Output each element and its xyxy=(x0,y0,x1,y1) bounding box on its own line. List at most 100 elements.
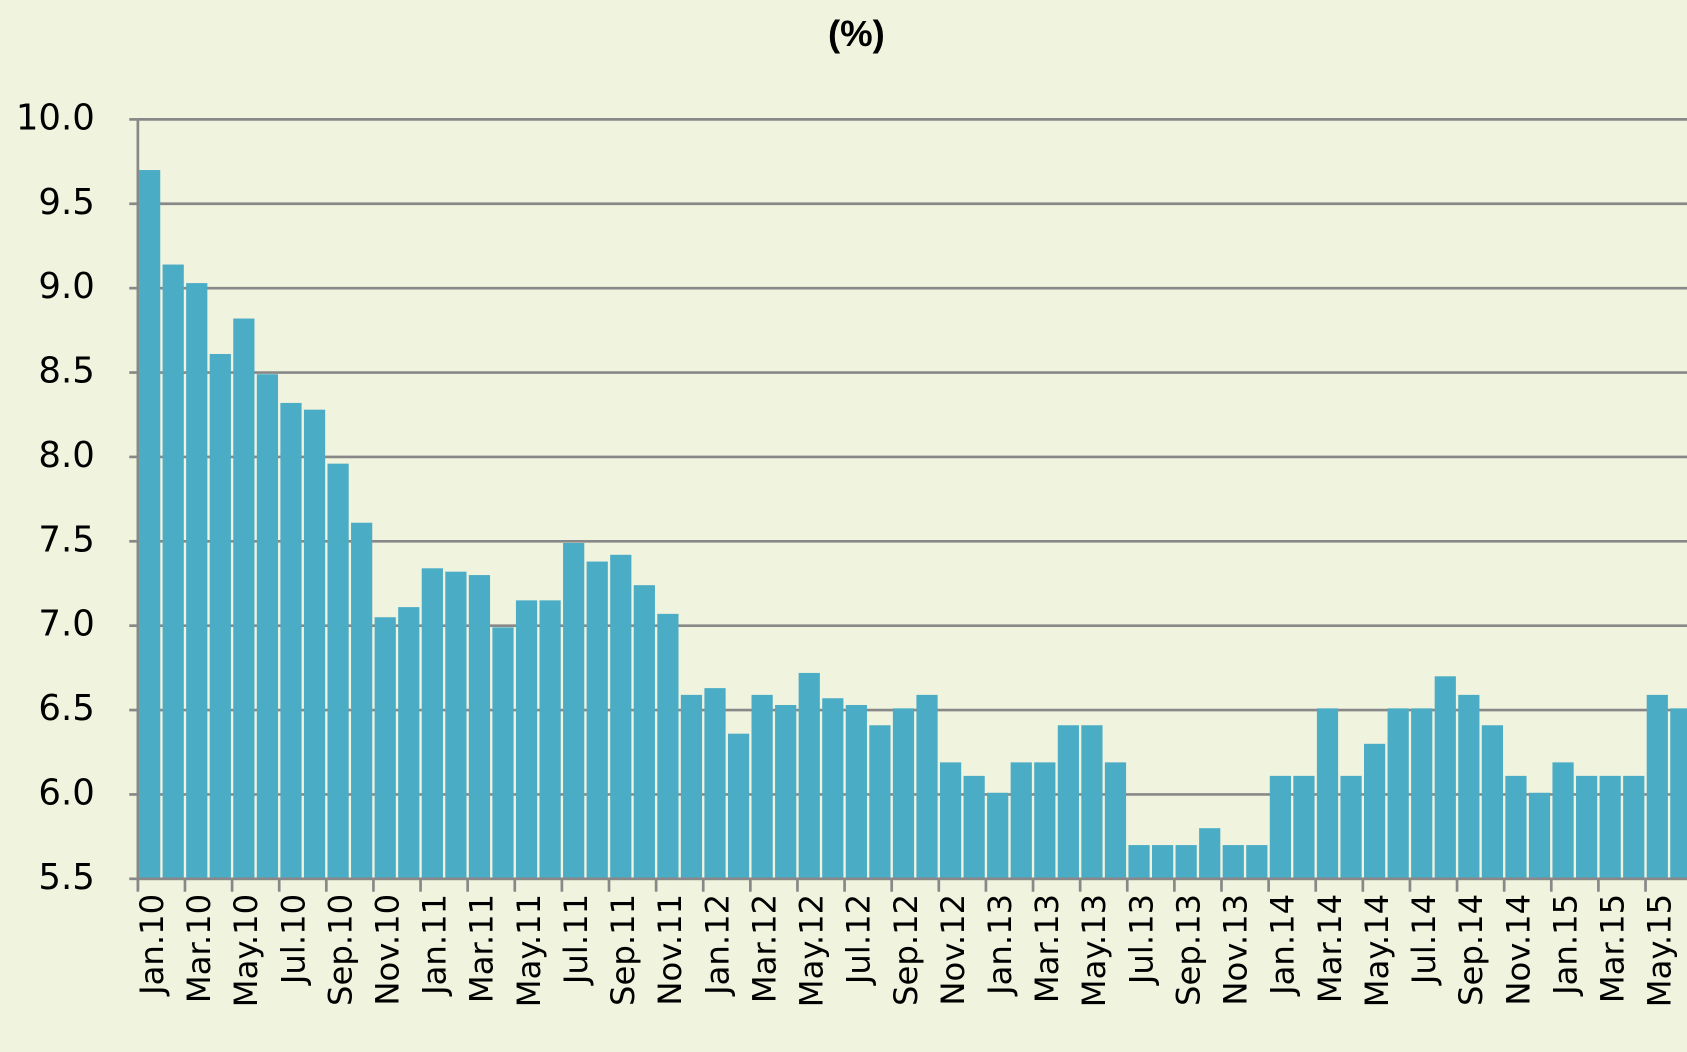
bar xyxy=(1340,775,1362,879)
x-tick-label: Jul.10 xyxy=(274,894,312,986)
bar xyxy=(1670,708,1687,879)
x-tick-label: Jan.15 xyxy=(1546,894,1584,997)
x-tick-label: Nov.10 xyxy=(369,894,407,1006)
bar xyxy=(303,409,326,879)
bar xyxy=(256,374,279,879)
bar xyxy=(1128,845,1150,879)
x-tick-label: Jul.14 xyxy=(1405,894,1443,986)
x-tick-label: Mar.10 xyxy=(180,894,218,1003)
x-tick-label: Jan.11 xyxy=(416,894,454,997)
x-tick-label: Jul.13 xyxy=(1122,894,1160,986)
bar xyxy=(987,792,1009,879)
bar xyxy=(186,283,208,879)
bar xyxy=(351,522,373,879)
bar xyxy=(775,704,797,879)
x-tick-label: May.14 xyxy=(1358,894,1396,1007)
bar xyxy=(1458,694,1480,879)
bar xyxy=(1104,762,1127,879)
bar xyxy=(1034,762,1056,879)
x-tick-label: May.10 xyxy=(227,894,265,1007)
x-tick-label: Mar.13 xyxy=(1028,894,1066,1003)
bar xyxy=(1010,762,1032,879)
bar xyxy=(657,613,679,879)
bar xyxy=(1505,775,1527,879)
x-tick-label: Sep.10 xyxy=(321,894,359,1006)
bar xyxy=(563,542,585,879)
y-tick-label: 7.5 xyxy=(38,519,94,560)
y-tick-label: 8.0 xyxy=(38,435,94,476)
bar xyxy=(233,318,255,879)
bar xyxy=(421,568,443,879)
bar xyxy=(1364,743,1386,879)
bar xyxy=(704,688,726,879)
bar xyxy=(1552,762,1574,879)
bar xyxy=(539,600,561,879)
bar xyxy=(327,463,349,879)
x-tick-label: May.15 xyxy=(1641,894,1679,1007)
y-tick-label: 6.5 xyxy=(38,688,94,729)
x-tick-label: Sep.14 xyxy=(1452,894,1490,1006)
x-tick-label: Jan.12 xyxy=(698,894,736,997)
x-tick-label: Sep.13 xyxy=(1169,894,1207,1006)
bar xyxy=(162,264,184,879)
bar xyxy=(869,725,891,879)
bar xyxy=(1175,845,1197,879)
x-tick-label: Jul.12 xyxy=(840,894,878,986)
bar xyxy=(845,704,867,879)
bar xyxy=(445,571,467,879)
bar xyxy=(1646,694,1668,879)
bar xyxy=(1623,775,1645,879)
bar xyxy=(1316,708,1339,879)
bar xyxy=(586,561,608,879)
x-tick-label: Nov.12 xyxy=(934,894,972,1006)
bar xyxy=(468,575,491,879)
x-tick-label: Mar.15 xyxy=(1593,894,1631,1003)
bar xyxy=(280,402,302,879)
x-tick-label: Nov.11 xyxy=(651,894,689,1006)
y-tick-label: 8.5 xyxy=(38,351,94,392)
x-tick-label: Nov.13 xyxy=(1217,894,1255,1006)
x-tick-label: Jan.14 xyxy=(1264,894,1302,997)
x-tick-label: Nov.14 xyxy=(1499,894,1537,1006)
bar xyxy=(515,600,538,879)
bar xyxy=(822,698,844,879)
bar xyxy=(1434,676,1456,879)
y-tick-label: 6.0 xyxy=(38,772,94,813)
bar xyxy=(1387,708,1409,879)
bar xyxy=(680,694,703,879)
bar xyxy=(1576,775,1598,879)
bar xyxy=(1151,845,1174,879)
bar xyxy=(1081,725,1103,879)
bar xyxy=(1269,775,1291,879)
chart-title: (%) xyxy=(828,13,885,54)
bar xyxy=(727,733,750,879)
bar xyxy=(1293,775,1315,879)
bar xyxy=(1199,828,1221,879)
x-tick-label: Sep.11 xyxy=(604,894,642,1006)
x-tick-label: May.12 xyxy=(793,894,831,1007)
bar xyxy=(892,708,915,879)
bar xyxy=(610,554,632,879)
y-tick-label: 9.5 xyxy=(38,182,94,223)
bar xyxy=(374,617,396,879)
bar xyxy=(398,607,420,879)
bar xyxy=(1246,845,1268,879)
bar xyxy=(1599,775,1621,879)
bar xyxy=(139,170,161,879)
bar xyxy=(1222,845,1244,879)
x-tick-label: Mar.14 xyxy=(1311,894,1349,1003)
x-tick-label: May.13 xyxy=(1075,894,1113,1007)
bar xyxy=(798,672,820,879)
x-tick-label: Jan.10 xyxy=(133,894,171,997)
x-tick-label: May.11 xyxy=(510,894,548,1007)
bar xyxy=(492,627,514,879)
x-tick-label: Mar.11 xyxy=(463,894,501,1003)
bar xyxy=(963,775,985,879)
bar xyxy=(1528,792,1551,879)
x-tick-label: Jul.11 xyxy=(557,894,595,986)
bar xyxy=(751,694,773,879)
bar xyxy=(209,353,231,879)
bar xyxy=(939,762,962,879)
y-tick-label: 7.0 xyxy=(38,604,94,645)
